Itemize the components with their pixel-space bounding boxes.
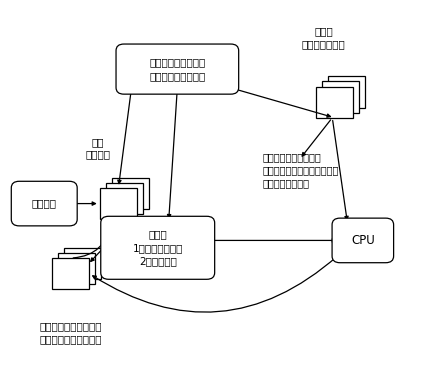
- FancyBboxPatch shape: [64, 248, 101, 279]
- Text: 就绪
事件队列: 就绪 事件队列: [85, 137, 110, 159]
- Text: 调度器按一定规则从
队列中选择一个事件: 调度器按一定规则从 队列中选择一个事件: [149, 58, 206, 81]
- FancyBboxPatch shape: [332, 218, 394, 263]
- FancyBboxPatch shape: [116, 44, 239, 94]
- Text: 等待、阻塞、休眠中的
事件，可能有多个队列: 等待、阻塞、休眠中的 事件，可能有多个队列: [39, 322, 102, 344]
- FancyBboxPatch shape: [52, 258, 89, 289]
- FancyBboxPatch shape: [11, 181, 77, 226]
- FancyBboxPatch shape: [322, 82, 359, 113]
- FancyBboxPatch shape: [58, 253, 95, 284]
- FancyBboxPatch shape: [328, 76, 365, 108]
- Text: 若事件尚不拥有线程，
则从池中选择分配一个线程，
或创建一个线程。: 若事件尚不拥有线程， 则从池中选择分配一个线程， 或创建一个线程。: [263, 152, 339, 188]
- Text: 弹出事件: 弹出事件: [32, 199, 57, 209]
- FancyBboxPatch shape: [101, 216, 215, 279]
- Text: CPU: CPU: [351, 234, 375, 247]
- FancyBboxPatch shape: [106, 183, 143, 214]
- FancyBboxPatch shape: [112, 178, 149, 209]
- FancyBboxPatch shape: [316, 87, 353, 118]
- Text: 线程池
（非线程队列）: 线程池 （非线程队列）: [302, 27, 346, 49]
- FancyBboxPatch shape: [100, 188, 137, 219]
- Text: 原因：
1、调度器要求。
2、共享资源: 原因： 1、调度器要求。 2、共享资源: [133, 230, 183, 266]
